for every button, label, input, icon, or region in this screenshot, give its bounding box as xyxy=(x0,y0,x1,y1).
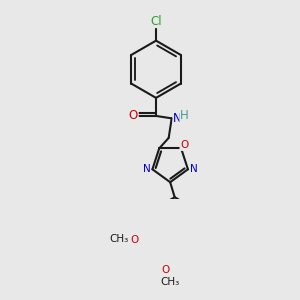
Text: O: O xyxy=(161,265,170,275)
Text: CH₃: CH₃ xyxy=(160,277,180,286)
Text: N: N xyxy=(190,164,198,174)
Text: Cl: Cl xyxy=(150,15,162,28)
Text: CH₃: CH₃ xyxy=(109,234,128,244)
Text: N: N xyxy=(173,112,182,125)
Text: N: N xyxy=(142,164,150,174)
Text: H: H xyxy=(180,110,189,122)
Text: O: O xyxy=(130,235,138,245)
Text: O: O xyxy=(129,110,138,122)
Text: O: O xyxy=(180,140,188,150)
